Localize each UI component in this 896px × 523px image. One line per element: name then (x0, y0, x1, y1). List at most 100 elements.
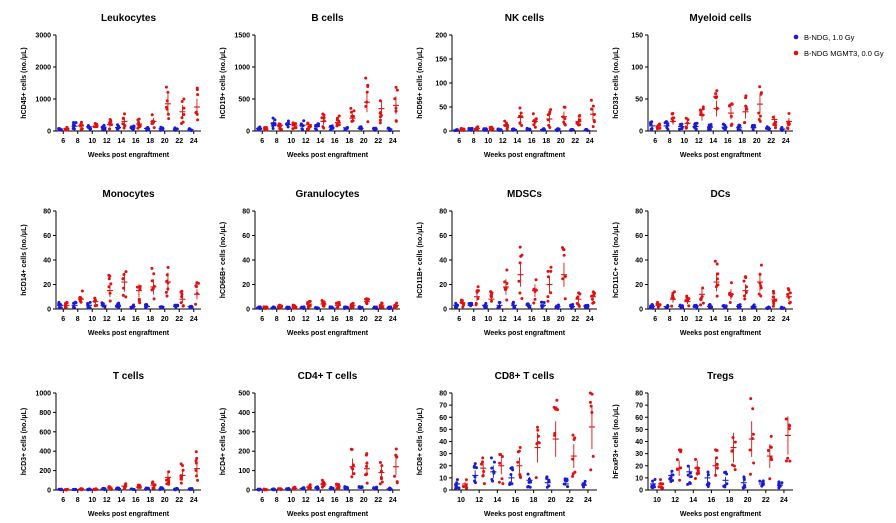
data-point (678, 127, 682, 131)
x-tick-label: 12 (499, 316, 507, 323)
data-point (394, 453, 398, 457)
x-tick-label: 12 (302, 138, 310, 145)
data-point (476, 285, 480, 289)
data-point (671, 291, 675, 295)
x-tick-label: 16 (512, 497, 520, 504)
data-point (307, 305, 311, 309)
data-point (545, 477, 549, 481)
data-point (395, 88, 399, 92)
series-group (655, 85, 792, 131)
data-point (528, 306, 532, 310)
x-axis-label: Weeks post engraftment (484, 511, 566, 518)
data-point (701, 301, 705, 305)
x-tick-label: 10 (484, 138, 492, 145)
x-tick-label: 18 (345, 316, 353, 323)
data-point (196, 478, 200, 482)
data-point (518, 121, 522, 125)
y-tick-label: 20 (635, 282, 643, 289)
data-point (749, 397, 753, 401)
data-point (182, 106, 186, 110)
chart-panel: Monocytes 0 20 40 60 80 6 8 10 12 14 16 18 20 22 24 Week… (21, 189, 201, 337)
data-point (535, 425, 539, 429)
data-point (549, 265, 553, 269)
chart-panel: MDSCs 0 20 40 60 80 6 8 10 12 14 16 18 20 22 24 Weeks po… (417, 189, 597, 337)
data-point (72, 120, 76, 124)
data-point (291, 127, 295, 131)
y-tick-label: 50 (439, 427, 447, 434)
data-point (129, 306, 133, 310)
series-group (256, 485, 393, 492)
data-point (505, 298, 509, 302)
data-point (743, 485, 747, 489)
data-point (490, 477, 494, 481)
data-point (684, 125, 688, 129)
data-point (592, 118, 596, 122)
data-point (707, 123, 711, 127)
y-tick-label: 1000 (35, 97, 51, 104)
data-point (498, 301, 502, 305)
x-tick-label: 24 (389, 497, 397, 504)
data-point (658, 126, 662, 130)
x-tick-label: 12 (695, 316, 703, 323)
chart-panel: NK cells 0 50 100 150 200 6 8 10 12 14 16 18 20 22 24 We… (417, 13, 597, 159)
data-point (742, 279, 746, 283)
x-axis-label: Weeks post engraftment (88, 330, 170, 337)
series-group (63, 85, 200, 132)
y-tick-label: 150 (631, 33, 643, 40)
data-point (591, 301, 595, 305)
data-point (730, 449, 734, 453)
chart-title: NK cells (505, 13, 545, 24)
data-point (505, 268, 509, 272)
x-tick-label: 24 (780, 497, 788, 504)
data-point (378, 460, 382, 464)
x-tick-label: 6 (260, 316, 264, 323)
data-point (474, 466, 478, 470)
y-tick-label: 20 (242, 282, 250, 289)
x-tick-label: 14 (117, 497, 125, 504)
y-tick-label: 10 (439, 475, 447, 482)
data-point (80, 127, 84, 131)
data-point (591, 454, 595, 458)
x-tick-label: 6 (61, 138, 65, 145)
data-point (336, 486, 340, 490)
data-point (167, 470, 171, 474)
data-point (291, 122, 295, 126)
x-tick-label: 24 (782, 138, 790, 145)
data-point (542, 300, 546, 304)
x-tick-label: 6 (260, 497, 264, 504)
data-point (715, 448, 719, 452)
data-point (182, 112, 186, 116)
data-point (517, 449, 521, 453)
data-point (650, 120, 654, 124)
y-tick-label: 0 (246, 129, 250, 136)
data-point (510, 482, 514, 486)
data-point (144, 303, 148, 307)
chart-title: Leukocytes (101, 13, 156, 24)
data-point (520, 296, 524, 300)
x-tick-label: 10 (88, 138, 96, 145)
x-tick-label: 22 (767, 138, 775, 145)
data-point (590, 107, 594, 111)
data-point (314, 128, 318, 132)
data-point (122, 112, 126, 116)
x-tick-label: 22 (175, 138, 183, 145)
x-tick-label: 18 (530, 497, 538, 504)
data-point (286, 119, 290, 123)
data-point (74, 121, 78, 125)
data-point (651, 486, 655, 490)
data-point (562, 105, 566, 109)
y-tick-label: 0 (639, 129, 643, 136)
data-point (687, 304, 691, 308)
data-point (563, 297, 567, 301)
data-point (661, 486, 665, 490)
legend-label: B-NDG, 1.0 Gy (804, 33, 855, 42)
data-point (578, 118, 582, 122)
data-point (787, 288, 791, 292)
data-point (679, 450, 683, 454)
x-axis-label: Weeks post engraftment (484, 152, 566, 159)
data-point (88, 300, 92, 304)
chart-title: B cells (311, 13, 344, 24)
data-point (656, 300, 660, 304)
data-point (744, 96, 748, 100)
y-tick-label: 80 (635, 391, 643, 398)
